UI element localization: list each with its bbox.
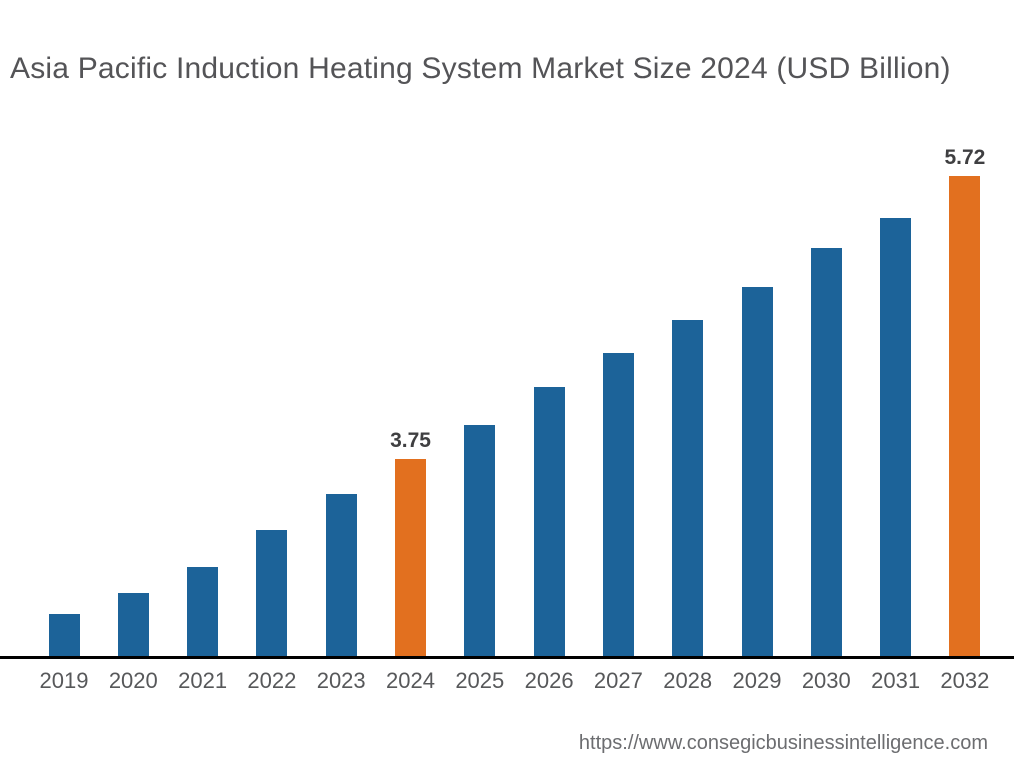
bar-2020 [117, 593, 149, 656]
bar-value-label-2024: 3.75 [390, 429, 431, 452]
x-tick-2032: 2032 [940, 668, 990, 693]
x-tick-2031: 2031 [871, 668, 921, 693]
x-tick-2021: 2021 [178, 668, 228, 693]
bar-value-label-2032: 5.72 [944, 146, 986, 169]
bar-2031 [880, 218, 912, 656]
x-tick-2028: 2028 [663, 668, 713, 693]
footer-url: https://www.consegicbusinessintelligence… [578, 732, 988, 754]
chart-title: Asia Pacific Induction Heating System Ma… [10, 52, 951, 85]
bar-2030 [810, 248, 842, 656]
bar-2027 [602, 353, 634, 656]
bar-2029 [741, 287, 773, 656]
bar-2019 [48, 614, 80, 656]
x-tick-2026: 2026 [524, 668, 574, 693]
bar-2022 [256, 530, 288, 656]
x-tick-2027: 2027 [593, 668, 643, 693]
x-tick-2019: 2019 [39, 668, 89, 693]
bar-2024 [395, 459, 426, 656]
x-axis-line [0, 656, 1014, 659]
x-tick-2023: 2023 [316, 668, 366, 693]
bar-2026 [533, 387, 565, 656]
bar-2023 [325, 494, 357, 656]
bar-2028 [672, 320, 704, 656]
x-tick-2022: 2022 [247, 668, 297, 693]
bar-2032 [949, 176, 981, 656]
x-tick-2025: 2025 [455, 668, 505, 693]
bar-2025 [464, 425, 496, 656]
x-tick-2029: 2029 [732, 668, 782, 693]
bar-2021 [187, 567, 219, 656]
x-tick-2030: 2030 [801, 668, 851, 693]
x-tick-2024: 2024 [386, 668, 435, 693]
x-tick-2020: 2020 [108, 668, 158, 693]
